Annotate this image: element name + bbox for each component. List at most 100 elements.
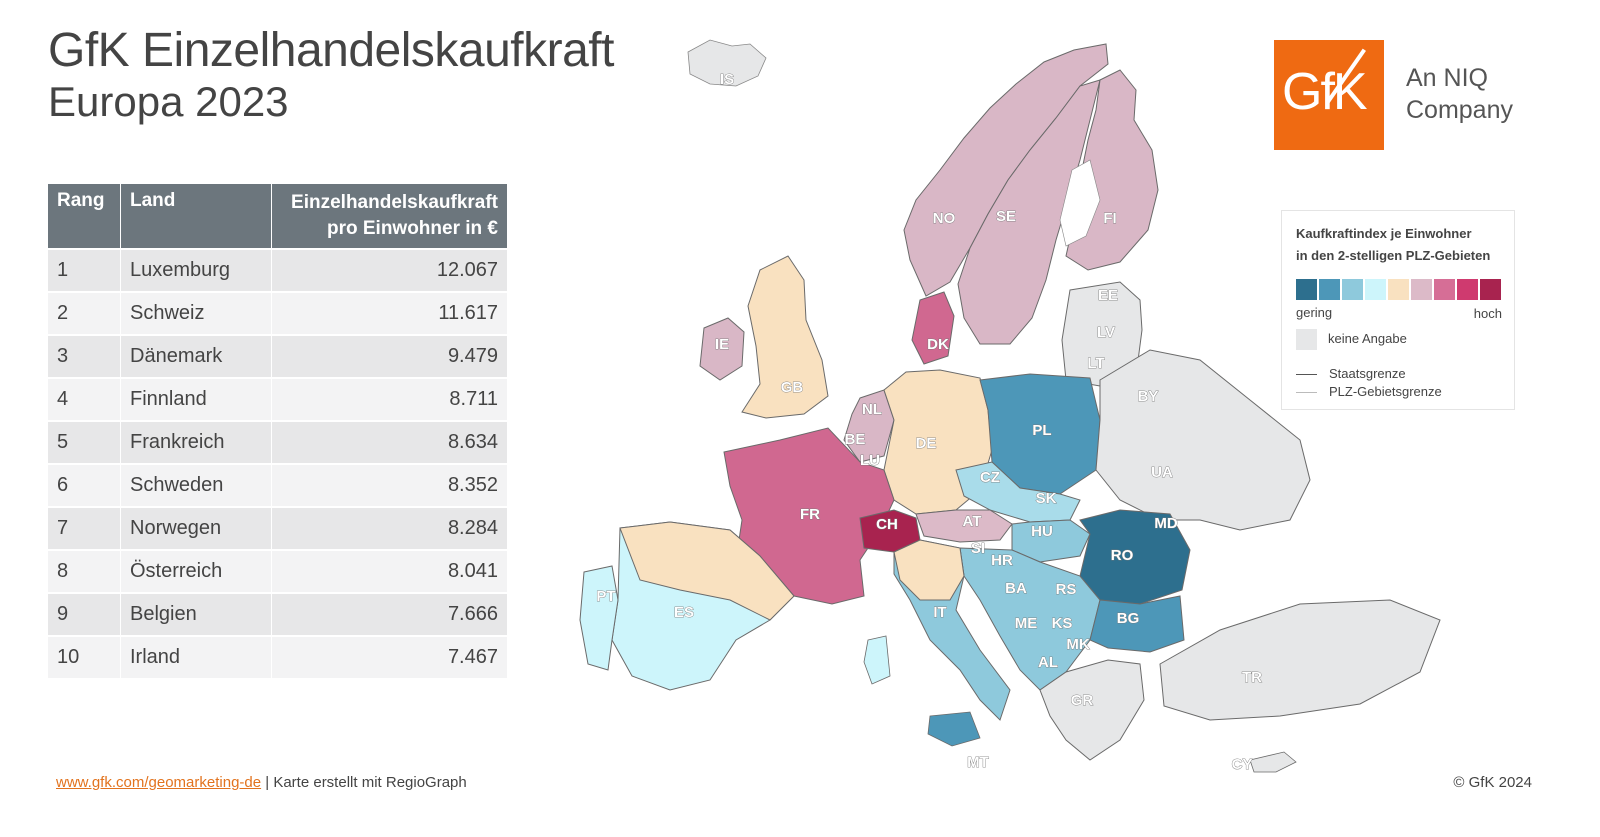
- cell-country: Irland: [120, 635, 272, 678]
- country-label: PL: [1032, 422, 1051, 439]
- region-cz-sk: [955, 461, 1081, 523]
- country-label: DE: [916, 435, 937, 452]
- country-label: CZ: [980, 469, 1000, 486]
- header-country: Land: [120, 184, 272, 249]
- cell-value: 7.666: [271, 592, 508, 636]
- cell-value: 12.067: [271, 248, 508, 292]
- country-label: BG: [1117, 610, 1140, 627]
- region-at: [915, 509, 1013, 543]
- table-row: 4 Finnland 8.711: [48, 377, 508, 421]
- cell-value: 8.634: [271, 420, 508, 464]
- legend-swatch: [1388, 279, 1409, 300]
- region-tr: [1159, 599, 1441, 721]
- region-is: [687, 39, 767, 87]
- cell-value: 8.711: [271, 377, 508, 421]
- country-label: AT: [963, 513, 982, 530]
- country-label: IE: [715, 336, 729, 353]
- legend-state-border-label: Staatsgrenze: [1329, 366, 1406, 381]
- footer-copyright: © GfK 2024: [1453, 774, 1532, 791]
- cell-rank: 4: [48, 377, 121, 421]
- table-row: 5 Frankreich 8.634: [48, 420, 508, 464]
- geomarketing-link[interactable]: www.gfk.com/geomarketing-de: [56, 774, 262, 791]
- gfk-logo: GfK: [1274, 40, 1384, 150]
- legend-swatch: [1457, 279, 1478, 300]
- region-sicily: [927, 711, 981, 747]
- cell-rank: 5: [48, 420, 121, 464]
- country-label: NO: [933, 210, 956, 227]
- country-label: RS: [1056, 581, 1077, 598]
- table-row: 2 Schweiz 11.617: [48, 291, 508, 335]
- logo-subtitle: An NIQ Company: [1406, 62, 1513, 126]
- country-label: NL: [862, 401, 882, 418]
- legend-color-scale: [1296, 279, 1503, 300]
- legend-high-label: hoch: [1473, 306, 1502, 321]
- cell-country: Österreich: [120, 549, 272, 593]
- footer-source: www.gfk.com/geomarketing-de | Karte erst…: [56, 774, 467, 791]
- country-label: CY: [1232, 756, 1253, 773]
- region-bg: [1089, 595, 1185, 653]
- legend-swatch: [1480, 279, 1501, 300]
- footer-credit: Karte erstellt mit RegioGraph: [273, 774, 467, 791]
- cell-country: Belgien: [120, 592, 272, 636]
- cell-rank: 8: [48, 549, 121, 593]
- cell-country: Finnland: [120, 377, 272, 421]
- cell-country: Schweiz: [120, 291, 272, 335]
- legend-swatch: [1365, 279, 1386, 300]
- legend-title: Kaufkraftindex je Einwohner in den 2-ste…: [1296, 223, 1490, 267]
- legend-plz-border-label: PLZ-Gebietsgrenze: [1329, 384, 1442, 399]
- table-header-row: Rang Land Einzelhandelskaufkraft pro Ein…: [48, 184, 508, 249]
- country-label: LT: [1087, 355, 1104, 372]
- region-it-north: [893, 539, 965, 601]
- region-cy: [1249, 751, 1297, 773]
- table-row: 6 Schweden 8.352: [48, 463, 508, 507]
- header-value-line2: pro Einwohner in €: [326, 218, 498, 239]
- country-label: MK: [1066, 636, 1089, 653]
- country-label: SK: [1036, 490, 1057, 507]
- legend-swatch: [1342, 279, 1363, 300]
- country-label: MD: [1154, 515, 1177, 532]
- country-label: GB: [781, 379, 804, 396]
- region-es-north: [619, 521, 795, 621]
- cell-value: 9.479: [271, 334, 508, 378]
- region-ro: [1079, 509, 1191, 605]
- map-svg: IS NO SE FI EE LV LT DK IE GB NL BE LU DE PL BY UA CZ SK AT…: [579, 39, 1441, 773]
- cell-rank: 2: [48, 291, 121, 335]
- country-label: GR: [1071, 692, 1094, 709]
- country-label: IT: [933, 604, 946, 621]
- country-label: UA: [1151, 464, 1173, 481]
- cell-rank: 6: [48, 463, 121, 507]
- cell-country: Schweden: [120, 463, 272, 507]
- cell-value: 11.617: [271, 291, 508, 335]
- country-label: ES: [674, 604, 694, 621]
- cell-rank: 1: [48, 248, 121, 292]
- cell-value: 8.041: [271, 549, 508, 593]
- logo-sub-line1: An NIQ: [1406, 64, 1488, 92]
- cell-rank: 3: [48, 334, 121, 378]
- country-label: EE: [1098, 287, 1118, 304]
- table-row: 9 Belgien 7.666: [48, 592, 508, 636]
- header-value-line1: Einzelhandelskaufkraft: [291, 192, 498, 213]
- country-label: RO: [1111, 547, 1134, 564]
- country-label: BE: [845, 431, 866, 448]
- country-label: HR: [991, 552, 1013, 569]
- region-dk: [911, 291, 955, 365]
- table-row: 3 Dänemark 9.479: [48, 334, 508, 378]
- country-label: ME: [1015, 615, 1038, 632]
- country-label: IS: [720, 71, 734, 88]
- cell-value: 7.467: [271, 635, 508, 678]
- cell-country: Dänemark: [120, 334, 272, 378]
- table-row: 8 Österreich 8.041: [48, 549, 508, 593]
- footer-separator: |: [261, 774, 274, 791]
- country-label: CH: [876, 516, 898, 533]
- region-pl: [979, 373, 1101, 495]
- region-gb: [741, 255, 829, 419]
- cell-rank: 9: [48, 592, 121, 636]
- title-block: GfK Einzelhandelskaufkraft Europa 2023: [48, 24, 614, 126]
- legend-title-line2: in den 2-stelligen PLZ-Gebieten: [1296, 248, 1491, 263]
- map-legend: Kaufkraftindex je Einwohner in den 2-ste…: [1281, 210, 1515, 410]
- country-label: LV: [1097, 324, 1115, 341]
- table-body: 1 Luxemburg 12.067 2 Schweiz 11.617 3 Dänemark 9…: [48, 248, 508, 678]
- country-label: FI: [1103, 210, 1116, 227]
- cell-rank: 7: [48, 506, 121, 550]
- country-label: SE: [996, 208, 1016, 225]
